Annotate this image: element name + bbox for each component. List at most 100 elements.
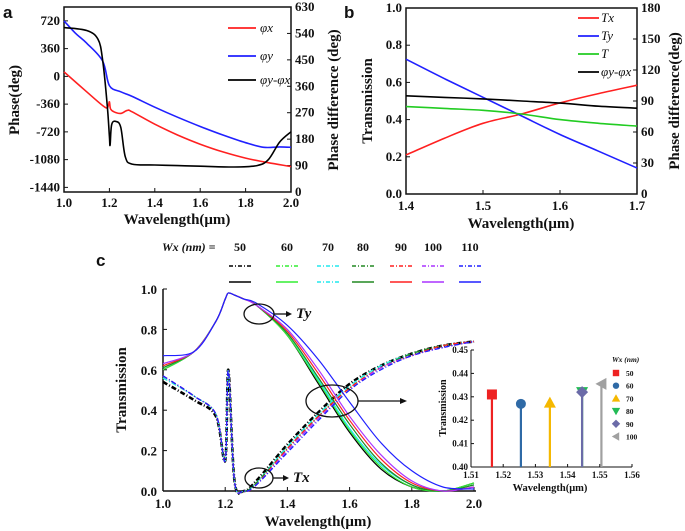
ty-line-50 — [162, 292, 475, 492]
ty-line-70 — [162, 292, 475, 492]
legend-label-b-1: Ty — [601, 28, 613, 43]
series-line-a-0 — [63, 71, 292, 168]
panel-label-a: a — [3, 3, 13, 22]
legend-label-inset-50: 50 — [626, 369, 634, 378]
annotations-c: Ty Tx — [243, 303, 407, 489]
series-line-a-2 — [63, 26, 292, 168]
chart-b: Wavelength(μm) Transmission Phase differ… — [360, 0, 683, 232]
y-axis-right-label-a: Phase difference (deg) — [326, 29, 342, 170]
marker-100 — [595, 377, 607, 390]
x-tick-label-a: 1.4 — [147, 195, 164, 210]
y-tick-label-a: -360 — [36, 96, 60, 111]
y-axis-label-b: Transmission — [360, 58, 376, 144]
y-tick-label-c: 0.4 — [141, 403, 158, 418]
tx-line-70 — [162, 340, 475, 495]
y-tick-label-c: 0.8 — [141, 322, 158, 337]
legend-marker-100 — [611, 432, 620, 441]
x-tick-label-inset: 1.55 — [592, 470, 608, 480]
x-tick-label-b: 1.6 — [552, 198, 569, 213]
y-tick-label-a: -1080 — [30, 152, 60, 167]
legend-label-a-1: φy — [260, 48, 273, 63]
legend-marker-50 — [612, 369, 620, 377]
x-tick-label-inset: 1.51 — [463, 470, 479, 480]
x-tick-label-inset: 1.56 — [624, 470, 640, 480]
legend-marker-60 — [612, 382, 620, 389]
chart-c: Wx (nm) = Wavelength(μm) Transmission 1.… — [114, 240, 482, 530]
y-right-tick-label-b: 120 — [641, 62, 661, 77]
legend-label-inset-70: 70 — [626, 394, 634, 403]
x-tick-label-a: 1.6 — [192, 195, 209, 210]
x-tick-label-c: 1.2 — [217, 496, 233, 511]
legend-width-label-50: 50 — [234, 240, 246, 254]
y-right-tick-label-b: 60 — [641, 124, 654, 139]
tx-line-90 — [162, 340, 475, 494]
x-tick-label-b: 1.5 — [475, 198, 492, 213]
legend-label-b-2: T — [601, 46, 609, 61]
y-right-tick-label-b: 150 — [641, 31, 661, 46]
y-tick-label-a: -1440 — [30, 179, 60, 194]
y-tick-label-inset: 0.45 — [452, 345, 468, 355]
legend-width-label-80: 80 — [357, 240, 369, 254]
ty-line-100 — [162, 292, 475, 492]
y-tick-label-b: 0.4 — [386, 112, 403, 127]
x-tick-label-inset: 1.53 — [528, 470, 544, 480]
legend-width-label-60: 60 — [281, 240, 293, 254]
marker-90 — [576, 386, 589, 399]
y-axis-label-a: Phase(deg) — [7, 65, 23, 135]
series-line-b-3 — [405, 95, 638, 109]
legend-label-inset-90: 90 — [626, 420, 634, 429]
y-tick-label-b: 0.0 — [386, 186, 402, 201]
ty-line-110 — [162, 292, 475, 490]
x-tick-label-a: 1.0 — [56, 195, 72, 210]
y-tick-label-b: 1.0 — [386, 0, 402, 15]
series-line-b-2 — [405, 105, 638, 127]
marker-60 — [515, 398, 526, 409]
y-right-tick-label-a: 0 — [295, 184, 302, 199]
x-tick-label-inset: 1.54 — [560, 470, 576, 480]
x-tick-label-b: 1.4 — [398, 198, 415, 213]
y-tick-label-a: -720 — [36, 124, 60, 139]
x-tick-label-c: 1.4 — [279, 496, 296, 511]
y-right-tick-label-a: 360 — [295, 78, 315, 93]
y-tick-label-c: 0.2 — [141, 444, 157, 459]
legend-width-label-100: 100 — [424, 240, 442, 254]
marker-50 — [486, 389, 497, 400]
x-axis-label-a: Wavelength(μm) — [124, 212, 231, 228]
y-axis-right-label-b: Phase difference(deg) — [667, 32, 683, 170]
ty-arrow-head — [286, 311, 292, 317]
x-tick-label-a: 1.8 — [237, 195, 254, 210]
y-axis-label-inset: Transmission — [438, 379, 449, 436]
y-tick-label-inset: 0.40 — [452, 462, 468, 472]
plot-frame-a — [63, 6, 292, 193]
y-tick-label-a: 0 — [54, 68, 61, 83]
y-tick-label-c: 1.0 — [141, 282, 157, 297]
x-tick-label-inset: 1.52 — [495, 470, 511, 480]
y-tick-label-a: 360 — [41, 41, 61, 56]
panel-label-c: c — [96, 251, 105, 270]
y-right-tick-label-a: 180 — [295, 131, 315, 146]
tx-line-110 — [162, 340, 475, 494]
y-right-tick-label-b: 90 — [641, 93, 654, 108]
y-tick-label-b: 0.6 — [386, 74, 403, 89]
y-right-tick-label-a: 90 — [295, 158, 308, 173]
legend-label-inset-100: 100 — [626, 433, 638, 442]
series-line-a-1 — [63, 20, 292, 149]
y-right-tick-label-a: 540 — [295, 25, 315, 40]
ty-line-80 — [162, 292, 475, 492]
ty-label: Ty — [296, 306, 312, 322]
y-tick-label-a: 720 — [41, 13, 61, 28]
legend-label-b-0: Tx — [601, 10, 614, 25]
legend-width-label-70: 70 — [322, 240, 334, 254]
y-tick-label-c: 0.6 — [141, 363, 158, 378]
legend-marker-70 — [611, 394, 621, 402]
y-tick-label-inset: 0.44 — [452, 368, 468, 378]
legend-title-inset: Wx (nm) — [612, 355, 640, 364]
series-line-b-1 — [405, 58, 638, 169]
y-right-tick-label-b: 180 — [641, 0, 661, 15]
x-axis-label-b: Wavelength(μm) — [468, 216, 575, 232]
x-axis-label-c: Wavelength(μm) — [265, 514, 372, 530]
series-line-b-0 — [405, 84, 638, 156]
legend-label-b-3: φy-φx — [601, 64, 631, 79]
y-tick-label-b: 0.2 — [386, 149, 402, 164]
